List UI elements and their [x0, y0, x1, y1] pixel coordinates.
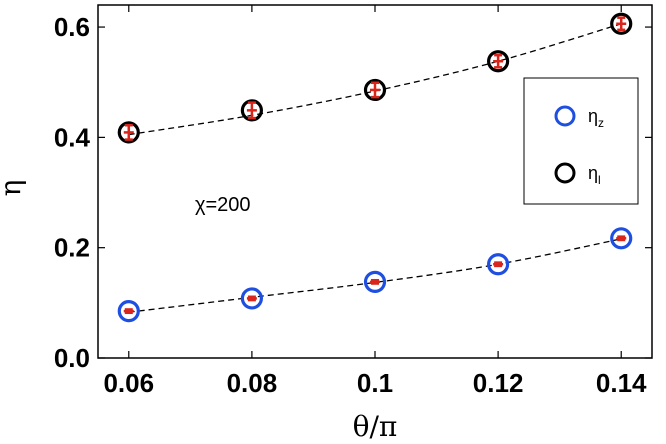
legend-label-eta-l-main: η: [588, 163, 598, 183]
x-axis-label: θ/π: [353, 410, 398, 443]
y-tick-label: 0.6: [54, 12, 90, 42]
data-point-series-0: [610, 227, 633, 250]
error-bar-series-0: [370, 278, 380, 285]
data-points: [117, 12, 633, 323]
legend-label-eta-l: ηl: [588, 163, 601, 187]
data-point-series-1: [117, 121, 140, 144]
x-tick-label: 0.14: [596, 368, 647, 398]
legend-label-eta-l-sub: l: [598, 173, 601, 187]
legend-label-eta-z-sub: z: [598, 116, 604, 130]
data-point-series-1: [363, 78, 387, 102]
fit-line-series-0: [128, 238, 622, 313]
data-point-series-0: [117, 300, 140, 323]
annotation-chi: χ=200: [195, 194, 251, 216]
legend-label-eta-z: ηz: [588, 106, 604, 130]
data-point-series-1: [487, 50, 510, 73]
error-bars: [123, 16, 627, 315]
legend-label-eta-z-main: η: [588, 106, 598, 126]
data-point-series-0: [240, 287, 263, 310]
error-bar-series-1: [123, 123, 134, 141]
x-tick-label: 0.08: [227, 368, 278, 398]
data-point-series-0: [487, 253, 510, 276]
legend-marker-eta-z: [554, 105, 576, 127]
x-ticks: 0.06 0.08 0.1 0.12 0.14: [103, 5, 647, 398]
legend: ηz ηl: [523, 77, 639, 205]
y-tick-label: 0.0: [54, 343, 90, 373]
error-bar-series-0: [123, 308, 134, 315]
x-tick-label: 0.1: [357, 368, 393, 398]
x-tick-label: 0.06: [103, 368, 154, 398]
legend-box: [523, 77, 639, 205]
legend-marker-eta-l: [554, 162, 576, 184]
y-tick-label: 0.2: [54, 233, 90, 263]
y-axis-label: η: [0, 180, 27, 197]
data-point-series-1: [610, 12, 633, 35]
y-tick-label: 0.4: [54, 122, 91, 152]
error-bar-series-0: [493, 261, 504, 268]
x-tick-label: 0.12: [473, 368, 524, 398]
error-bar-series-1: [246, 101, 257, 120]
error-bar-series-0: [616, 235, 627, 242]
error-bar-series-1: [370, 81, 380, 99]
error-bar-series-1: [616, 16, 627, 32]
error-bar-series-1: [493, 53, 504, 69]
y-ticks: 0.0 0.2 0.4 0.6: [54, 12, 652, 373]
data-point-series-0: [363, 270, 387, 293]
error-bar-series-0: [246, 295, 257, 302]
data-point-series-1: [240, 99, 263, 122]
